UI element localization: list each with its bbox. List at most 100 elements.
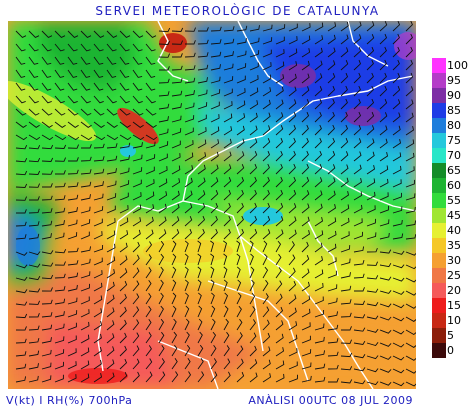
wind-barb (41, 220, 53, 227)
wind-barb (301, 150, 309, 162)
wind-barb (392, 381, 405, 387)
wind-barb (262, 359, 271, 370)
wind-barb (262, 332, 271, 344)
wind-barb (392, 192, 402, 201)
wind-barb (210, 76, 221, 84)
wind-barb (405, 381, 416, 387)
wind-barb (262, 346, 271, 357)
wind-barb (327, 270, 337, 279)
wind-barb (327, 98, 335, 110)
wind-barb (106, 69, 117, 78)
wind-barb (54, 195, 66, 201)
wind-barb (353, 34, 362, 45)
wind-barb (236, 63, 247, 71)
wind-barb (132, 345, 140, 357)
legend-label: 25 (447, 269, 461, 282)
wind-barb (275, 373, 285, 383)
legend-swatch (432, 298, 446, 313)
wind-barb (288, 48, 298, 58)
wind-barb (327, 351, 339, 357)
wind-barb (171, 27, 184, 32)
wind-barb (184, 371, 192, 383)
wind-barb (132, 371, 140, 383)
wind-barb (314, 86, 323, 97)
wind-barb (249, 279, 255, 292)
legend-label: 55 (447, 194, 461, 207)
wind-barb (158, 116, 169, 123)
wind-barb (28, 288, 41, 293)
wind-barb (314, 35, 324, 45)
wind-barb (67, 56, 78, 65)
wind-barb (15, 170, 28, 176)
wind-barb (327, 297, 338, 305)
wind-barb (119, 230, 129, 240)
wind-barb (15, 121, 27, 128)
wind-barb (158, 229, 167, 240)
wind-barb (93, 218, 103, 227)
wind-barb (106, 230, 116, 240)
legend-label: 5 (447, 329, 454, 342)
legend-label: 100 (447, 59, 468, 72)
wind-barb (249, 359, 258, 370)
wind-barb (171, 305, 177, 318)
wind-barb (210, 331, 217, 344)
wind-barb (314, 177, 323, 188)
wind-barb (80, 334, 90, 344)
wind-barb (132, 121, 144, 128)
wind-barb (197, 190, 206, 201)
wind-barb (41, 170, 54, 175)
wind-barb (379, 381, 392, 386)
wind-barb (314, 73, 323, 84)
wind-barb (405, 99, 414, 110)
wind-barb (93, 121, 105, 128)
wind-barb (106, 155, 118, 162)
wind-barb (15, 276, 28, 281)
wind-barb (106, 269, 116, 279)
wind-barb (366, 21, 375, 32)
wind-barb (236, 371, 245, 383)
wind-barb (15, 134, 28, 141)
wind-barb (262, 266, 269, 279)
wind-barb (15, 264, 28, 269)
wind-barb (353, 59, 362, 71)
wind-barb (354, 287, 365, 292)
legend-swatch (432, 268, 446, 283)
wind-barb (93, 56, 104, 65)
wind-barb (405, 316, 416, 322)
wind-barb (301, 308, 311, 318)
wind-barb (145, 305, 152, 318)
wind-barb (314, 350, 326, 357)
wind-barb (197, 358, 204, 370)
wind-barb (210, 190, 219, 201)
wind-barb (93, 168, 105, 175)
wind-barb (158, 318, 165, 331)
wind-barb (132, 43, 143, 52)
wind-barb (28, 251, 41, 256)
wind-barb (41, 195, 53, 201)
wind-barb (340, 258, 351, 266)
wind-barb (262, 99, 271, 110)
wind-barb (197, 279, 202, 292)
legend-swatch (432, 328, 446, 343)
wind-barb (29, 196, 40, 201)
wind-barb (327, 47, 336, 58)
wind-barb (366, 46, 375, 58)
wind-barb (379, 316, 392, 321)
wind-barb (340, 217, 350, 227)
wind-barb (353, 354, 366, 359)
wind-barb (223, 253, 228, 266)
legend-colorbar (432, 58, 446, 358)
wind-barb (236, 113, 246, 123)
wind-barb (145, 229, 154, 240)
wind-barb (275, 125, 284, 136)
wind-barb (54, 311, 65, 318)
wind-barb (327, 34, 336, 45)
legend-swatch (432, 313, 446, 328)
wind-barb (106, 108, 118, 116)
wind-barb (262, 87, 272, 97)
wind-barb (262, 189, 270, 201)
wind-barb (249, 228, 258, 240)
wind-barb (28, 363, 39, 370)
wind-barb (249, 75, 259, 84)
wind-barb (340, 85, 348, 97)
